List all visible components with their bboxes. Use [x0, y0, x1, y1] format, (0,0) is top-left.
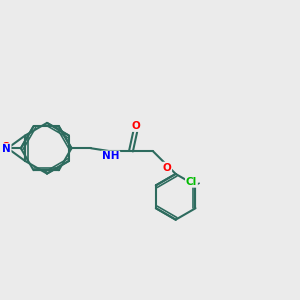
Text: O: O — [163, 163, 171, 172]
Text: NH: NH — [102, 151, 119, 161]
Text: O: O — [131, 121, 140, 131]
Text: N: N — [2, 144, 11, 154]
Text: O: O — [1, 142, 10, 152]
Text: Cl: Cl — [186, 177, 197, 187]
